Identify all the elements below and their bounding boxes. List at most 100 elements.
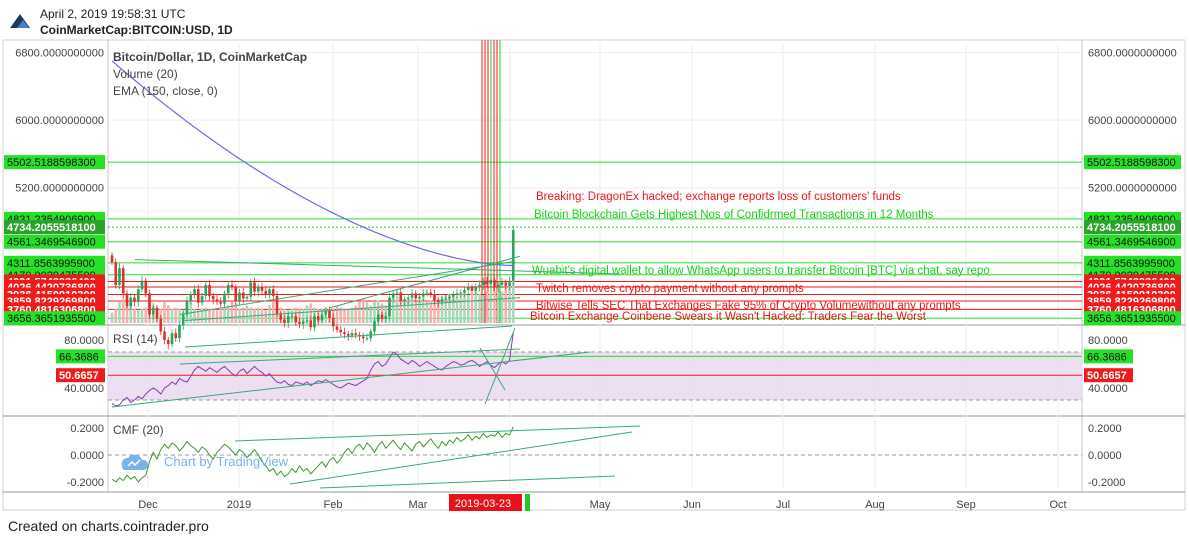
candle-body: [155, 307, 159, 319]
candle-body: [440, 299, 444, 302]
volume-bar: [365, 302, 369, 323]
news-annotation: Bitcoin Blockchain Gets Highest Nos of C…: [534, 209, 934, 221]
volume-bar: [170, 309, 174, 323]
left-level-badge: [4, 155, 105, 170]
candle-body: [286, 316, 290, 323]
candle-body: [309, 320, 313, 328]
candle-body: [511, 230, 515, 281]
candle-body: [290, 316, 294, 318]
candle-body: [425, 292, 429, 294]
left-rsi-tick: 80.0000: [64, 335, 104, 347]
volume-bar: [391, 295, 395, 323]
volume-bar: [478, 293, 481, 323]
candle-body: [433, 294, 436, 301]
candle-body: [489, 279, 493, 285]
right-cmf-tick: 0.0000: [1088, 450, 1122, 462]
volume-bar: [136, 310, 140, 323]
candle-body: [504, 282, 508, 286]
candle-body: [230, 284, 234, 288]
candle-body: [163, 331, 166, 340]
volume-bar: [463, 291, 466, 323]
candle-body: [193, 289, 196, 295]
x-tick-label: Dec: [138, 499, 158, 511]
right-level-label: 4561.3469546900: [1087, 237, 1176, 249]
news-annotations: Breaking: DragonEx hacked; exchange repo…: [530, 191, 990, 323]
candle-body: [343, 332, 346, 334]
cmf-pane: [108, 425, 1082, 489]
candle-body: [174, 333, 178, 339]
x-tick-label: 2019: [227, 499, 251, 511]
volume-bar: [346, 309, 350, 323]
volume-bar: [339, 307, 343, 323]
left-level-label: 3656.3651935500: [7, 313, 96, 325]
left-cmf-tick: -0.2000: [67, 477, 104, 489]
x-tick-label: Sep: [956, 499, 976, 511]
volume-bar: [114, 309, 118, 323]
candle-body: [354, 333, 358, 335]
candle-body: [376, 314, 380, 322]
volume-bar: [226, 305, 230, 323]
rsi-trend-line: [484, 327, 516, 405]
candle-body: [305, 320, 309, 322]
left-rsi-level-label: 66.3686: [59, 351, 99, 363]
candle-body: [436, 300, 440, 302]
volume-bar: [264, 310, 268, 323]
time-axis: Dec2019FebMarAprMayJunJulAugSepOct2019-0…: [138, 494, 1067, 511]
rsi-pane: [108, 325, 1082, 408]
right-level-badge: [1084, 255, 1181, 270]
candle-body: [271, 289, 275, 296]
volume-bar: [238, 309, 241, 323]
volume-bar: [163, 302, 166, 323]
candle-body: [474, 287, 478, 291]
candle-body: [133, 297, 136, 302]
candle-body: [500, 282, 504, 285]
volume-bar: [298, 309, 301, 323]
x-tick-label: Feb: [324, 499, 343, 511]
candle-body: [110, 255, 114, 263]
candle-body: [478, 284, 481, 288]
news-annotation: Twitch removes crypto payment without an…: [536, 283, 804, 295]
volume-bar: [301, 309, 305, 323]
candle-body: [328, 310, 331, 318]
volume-bar: [249, 307, 253, 323]
candle-body: [463, 290, 466, 293]
price-trend-line: [179, 260, 516, 316]
candle-body: [211, 295, 215, 300]
volume-bar: [196, 310, 200, 323]
candle-body: [118, 268, 121, 285]
left-cmf-tick: 0.0000: [70, 450, 104, 462]
volume-bar: [305, 305, 309, 323]
left-price-tick: 5200.0000000000: [15, 183, 104, 195]
candle-body: [346, 333, 350, 336]
volume-bar: [504, 288, 508, 323]
grid-lines: [108, 44, 1082, 488]
crosshair-date-badge: [449, 494, 522, 511]
candle-body: [406, 297, 410, 300]
x-tick-label: Jul: [776, 499, 790, 511]
left-level-label: 4561.3469546900: [7, 237, 96, 249]
right-level-label: 4311.8563995900: [1087, 258, 1175, 270]
candle-body: [268, 289, 271, 295]
volume-indicator-label: Volume (20): [113, 67, 178, 81]
volume-bar: [511, 260, 515, 323]
volume-bar: [260, 309, 264, 323]
left-level-badge: [4, 220, 105, 235]
outer-frame: [2, 39, 1186, 511]
volume-bar: [166, 305, 170, 323]
cloud-icon: [121, 454, 149, 470]
candle-body: [166, 339, 170, 345]
volume-bar: [343, 309, 346, 323]
right-level-badge: [1084, 155, 1181, 170]
left-price-tick: 6000.0000000000: [15, 115, 104, 127]
candle-body: [253, 282, 256, 292]
volume-bar: [481, 295, 485, 323]
volume-bar: [485, 291, 489, 323]
candle-body: [485, 280, 489, 285]
left-level-label: 5502.5188598300: [7, 157, 96, 169]
candle-body: [380, 314, 384, 319]
candle-body: [260, 286, 264, 291]
volume-bar: [358, 302, 361, 323]
volume-bar: [219, 309, 223, 323]
candle-body: [313, 316, 316, 328]
